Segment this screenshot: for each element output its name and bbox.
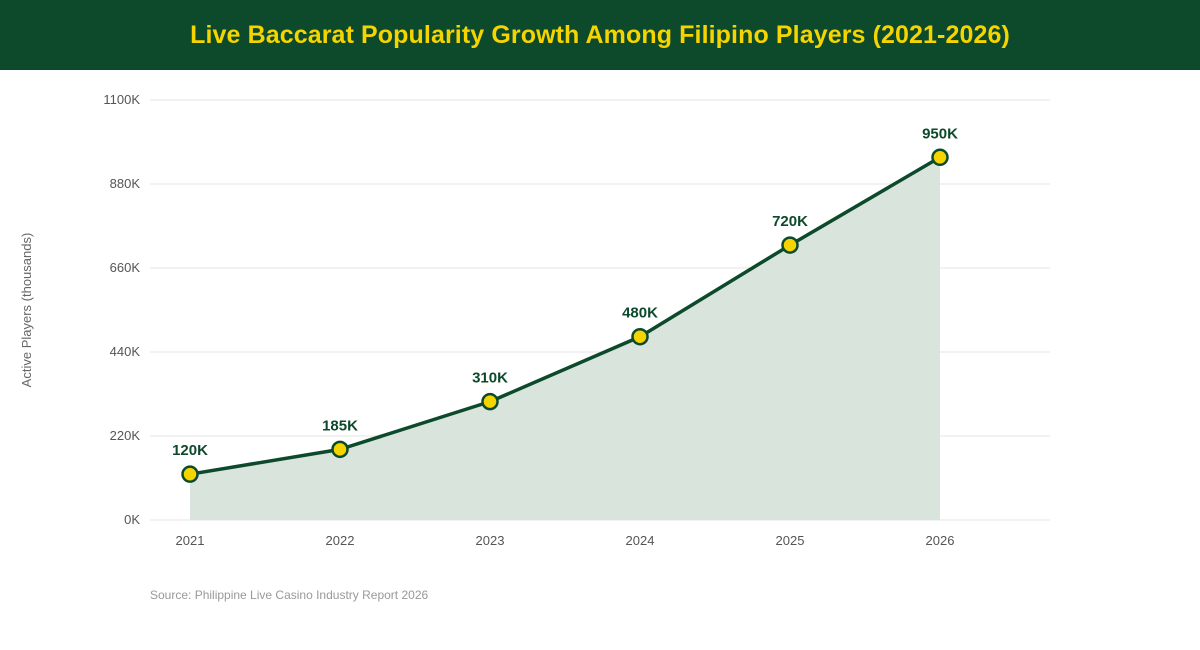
data-point[interactable] bbox=[631, 327, 649, 346]
data-point[interactable] bbox=[331, 440, 349, 459]
data-labels: 120K 185K 310K 480K 720K 950K bbox=[172, 125, 958, 459]
x-tick-label: 2026 bbox=[926, 533, 955, 548]
data-label: 950K bbox=[922, 125, 958, 142]
x-tick-label: 2021 bbox=[176, 533, 205, 548]
y-tick-label: 440K bbox=[110, 344, 141, 359]
x-axis-ticks: 2021 2022 2023 2024 2025 2026 bbox=[176, 533, 955, 548]
data-point[interactable] bbox=[931, 148, 949, 167]
chart-header: Live Baccarat Popularity Growth Among Fi… bbox=[0, 0, 1200, 70]
area-fill bbox=[190, 157, 940, 520]
data-points bbox=[181, 148, 949, 483]
x-tick-label: 2023 bbox=[476, 533, 505, 548]
data-label: 120K bbox=[172, 442, 208, 459]
y-axis-label: Active Players (thousands) bbox=[19, 233, 34, 388]
y-tick-label: 880K bbox=[110, 176, 141, 191]
data-label: 185K bbox=[322, 417, 358, 434]
x-tick-label: 2022 bbox=[326, 533, 355, 548]
data-label: 310K bbox=[472, 370, 508, 387]
line-chart: 0K 220K 440K 660K 880K 1100K 2021 2022 2023 2024… bbox=[19, 92, 1050, 548]
data-point[interactable] bbox=[781, 236, 799, 254]
y-tick-label: 660K bbox=[110, 260, 141, 275]
chart-title: Live Baccarat Popularity Growth Among Fi… bbox=[190, 20, 1010, 49]
series-line bbox=[189, 155, 941, 476]
data-point[interactable] bbox=[181, 465, 199, 483]
y-tick-label: 0K bbox=[124, 512, 140, 527]
data-point[interactable] bbox=[481, 392, 499, 411]
y-tick-label: 1100K bbox=[103, 92, 140, 107]
x-tick-label: 2025 bbox=[776, 533, 805, 548]
x-tick-label: 2024 bbox=[626, 533, 655, 548]
data-label: 720K bbox=[772, 213, 808, 230]
y-tick-label: 220K bbox=[110, 428, 141, 443]
y-axis-ticks: 0K 220K 440K 660K 880K 1100K bbox=[103, 92, 140, 527]
source-note: Source: Philippine Live Casino Industry … bbox=[150, 588, 429, 602]
chart-area: 0K 220K 440K 660K 880K 1100K 2021 2022 2023 2024… bbox=[0, 70, 1200, 650]
data-label: 480K bbox=[622, 305, 658, 322]
